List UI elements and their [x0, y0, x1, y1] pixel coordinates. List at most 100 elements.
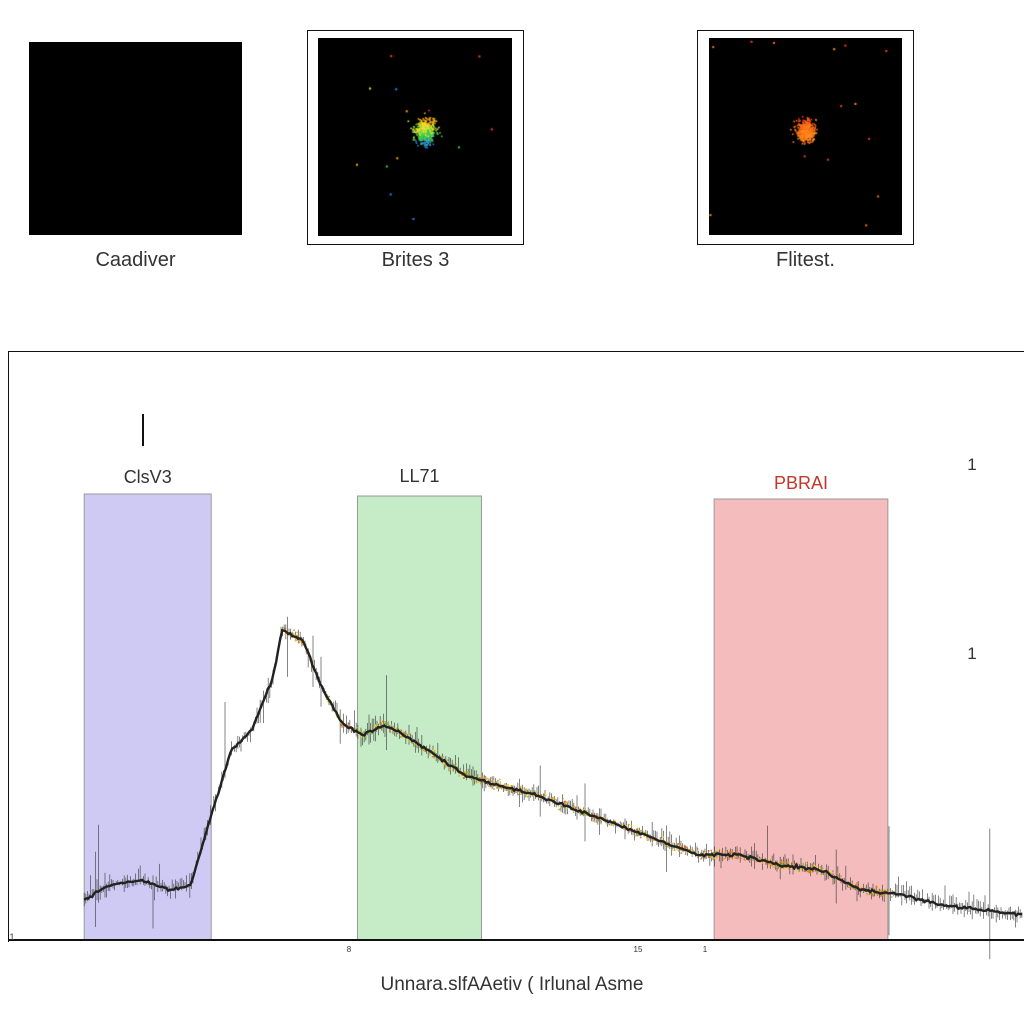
data-point [724, 851, 727, 853]
data-point [628, 830, 631, 833]
data-point [625, 824, 628, 827]
data-point [671, 847, 673, 850]
data-point [359, 730, 361, 733]
data-point [458, 774, 460, 777]
data-point [437, 759, 440, 761]
data-point [466, 771, 469, 773]
data-point [716, 850, 719, 853]
data-point [787, 867, 790, 870]
data-point [578, 807, 581, 810]
data-point [510, 784, 513, 787]
data-point [755, 861, 758, 863]
data-point [489, 780, 492, 783]
data-point [765, 862, 768, 865]
data-point [562, 797, 564, 800]
data-point [827, 876, 830, 879]
data-point [702, 850, 705, 853]
data-point [525, 794, 528, 796]
data-point [492, 780, 495, 783]
microscopy-image-1 [29, 42, 242, 235]
data-point [733, 856, 736, 859]
data-point [431, 755, 434, 758]
data-point [465, 772, 468, 775]
data-point [405, 733, 407, 735]
data-point [730, 851, 733, 854]
data-point [773, 860, 775, 863]
data-point [808, 870, 811, 873]
data-point [390, 724, 393, 727]
data-point [490, 777, 493, 779]
data-point [721, 850, 724, 852]
image-panel-3: Flitest. [697, 30, 914, 282]
data-point [533, 790, 536, 792]
microscopy-image-3 [709, 38, 902, 235]
data-point [668, 841, 671, 844]
data-point [821, 867, 824, 870]
data-point [610, 823, 613, 826]
data-point [560, 805, 563, 808]
data-point [365, 736, 367, 739]
data-point [856, 882, 859, 884]
data-point [877, 887, 880, 889]
data-point [612, 824, 615, 827]
data-point [493, 781, 496, 784]
data-point [454, 763, 457, 766]
data-point [467, 773, 469, 776]
data-point [709, 856, 711, 858]
data-point [525, 788, 528, 790]
data-point [499, 782, 502, 784]
data-point [479, 774, 481, 777]
data-point [518, 791, 521, 794]
data-point [347, 722, 350, 725]
data-point [809, 865, 812, 867]
data-point [449, 762, 452, 764]
data-point [451, 768, 454, 771]
data-point [515, 791, 518, 794]
data-point [671, 849, 673, 851]
data-point [519, 786, 522, 788]
data-point [443, 762, 446, 765]
x-tick-label: 15 [634, 945, 643, 954]
x-tick-label: 1 [703, 945, 708, 954]
data-point [780, 861, 783, 863]
data-point [712, 858, 715, 861]
data-point [449, 768, 451, 771]
data-point [594, 820, 596, 823]
data-point [407, 734, 410, 737]
data-point [529, 790, 532, 792]
data-point [490, 784, 493, 787]
data-point [795, 870, 798, 873]
data-point [884, 896, 887, 898]
data-point [369, 732, 372, 735]
series-line [83, 628, 1023, 918]
microscopy-image-2 [318, 38, 512, 236]
data-point [789, 861, 792, 864]
data-point [786, 861, 789, 864]
data-point [629, 824, 632, 827]
data-point [480, 782, 483, 785]
data-point [497, 779, 500, 782]
data-point [401, 735, 403, 738]
data-point [294, 639, 297, 642]
data-point [758, 858, 761, 860]
data-point [584, 807, 586, 810]
data-point [477, 780, 480, 783]
data-point [479, 777, 482, 780]
data-point [498, 787, 501, 790]
panel-caption-2: Brites 3 [381, 249, 450, 271]
data-point [299, 640, 301, 643]
data-point [665, 845, 668, 848]
data-point [396, 727, 399, 730]
data-point [462, 777, 465, 780]
data-point [700, 851, 703, 854]
data-point [716, 854, 719, 857]
data-point [476, 781, 478, 784]
data-point [382, 728, 385, 730]
data-point [636, 828, 639, 831]
data-point [699, 858, 702, 860]
data-point [360, 729, 363, 732]
data-point [444, 765, 447, 768]
data-point [432, 749, 435, 752]
data-point [851, 882, 854, 885]
data-point [737, 857, 740, 860]
